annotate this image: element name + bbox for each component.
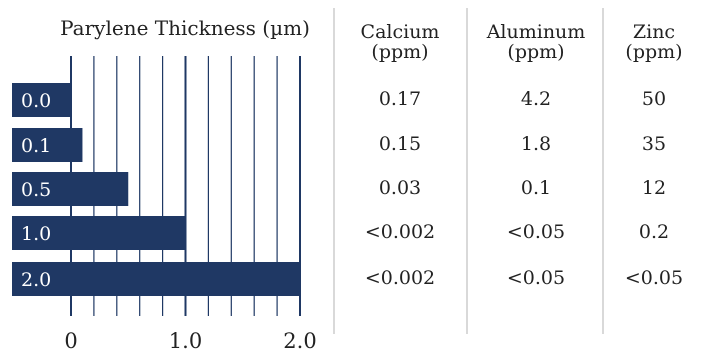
column-header-zinc-unit: (ppm) [625, 41, 683, 63]
column-separator-1 [333, 8, 335, 334]
table-cell: 1.8 [520, 133, 552, 155]
column-header-calcium-unit: (ppm) [371, 41, 429, 63]
column-separator-2 [466, 8, 468, 334]
bar [12, 262, 300, 296]
table-cell: 35 [641, 133, 667, 155]
category-label: 0.1 [21, 135, 51, 157]
bar [12, 216, 186, 250]
table-cell: <0.05 [506, 267, 566, 289]
table-cell: <0.05 [506, 221, 566, 243]
table-cell: <0.002 [364, 267, 436, 289]
column-header-zinc-name: Zinc [632, 21, 676, 43]
category-label: 1.0 [21, 223, 51, 245]
x-tick-label: 0 [64, 329, 77, 353]
table-cell: 50 [641, 88, 667, 110]
column-header-calcium: Calcium (ppm) [340, 22, 460, 62]
table-cell: <0.002 [364, 221, 436, 243]
bar [12, 172, 129, 206]
bar [12, 128, 83, 162]
column-header-aluminum-name: Aluminum [486, 21, 586, 43]
table-cell: 12 [641, 177, 667, 199]
table-cell: 4.2 [520, 88, 552, 110]
table-cell: 0.17 [378, 88, 422, 110]
table-cell: 0.2 [638, 221, 670, 243]
bar-chart: 0.0 0.1 0.5 1.0 2.0 0 1.0 2.0 [12, 56, 317, 353]
table-cell: 0.03 [378, 177, 422, 199]
category-label: 0.0 [21, 90, 51, 112]
chart-title: Parylene Thickness (µm) [60, 16, 310, 40]
column-separator-3 [602, 8, 604, 334]
table-cell: 0.1 [520, 177, 552, 199]
x-tick-label: 1.0 [169, 329, 202, 353]
category-label: 0.5 [21, 179, 51, 201]
x-tick-label: 2.0 [283, 329, 316, 353]
column-header-aluminum: Aluminum (ppm) [473, 22, 599, 62]
column-header-aluminum-unit: (ppm) [507, 41, 565, 63]
category-label: 2.0 [21, 269, 51, 291]
column-header-zinc: Zinc (ppm) [606, 22, 702, 62]
table-cell: <0.05 [624, 267, 684, 289]
table-cell: 0.15 [378, 133, 422, 155]
bar [12, 83, 71, 117]
column-header-calcium-name: Calcium [360, 21, 440, 43]
